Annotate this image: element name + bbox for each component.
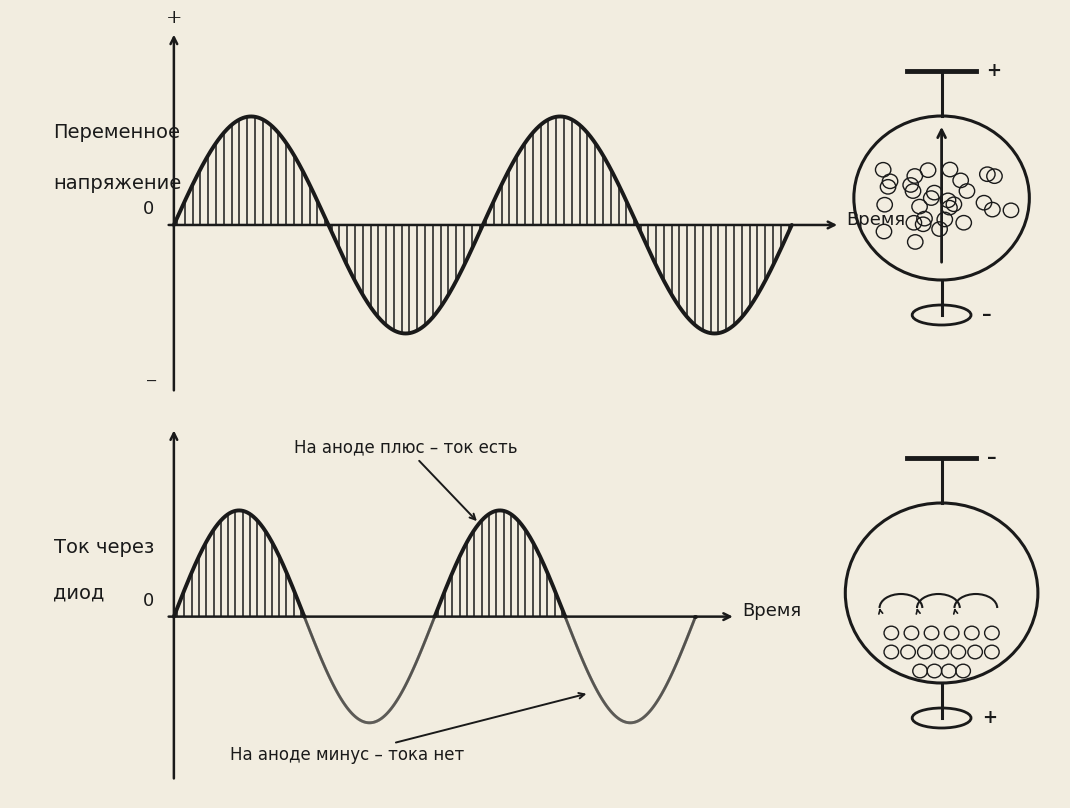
Text: напряжение: напряжение <box>54 175 182 193</box>
Text: –: – <box>146 372 157 393</box>
Text: Ток через: Ток через <box>54 538 154 557</box>
Text: –: – <box>987 449 996 467</box>
Text: 0: 0 <box>142 592 154 610</box>
Text: Время: Время <box>743 602 801 621</box>
Text: На аноде плюс – ток есть: На аноде плюс – ток есть <box>294 438 518 520</box>
Text: –: – <box>982 306 992 324</box>
Text: +: + <box>987 62 1002 80</box>
Text: На аноде минус – тока нет: На аноде минус – тока нет <box>230 693 584 764</box>
Text: Переменное: Переменное <box>54 124 181 142</box>
Text: Время: Время <box>846 211 905 229</box>
Text: диод: диод <box>54 583 105 603</box>
Text: +: + <box>166 10 182 27</box>
Text: +: + <box>982 709 997 727</box>
Text: 0: 0 <box>142 200 154 218</box>
